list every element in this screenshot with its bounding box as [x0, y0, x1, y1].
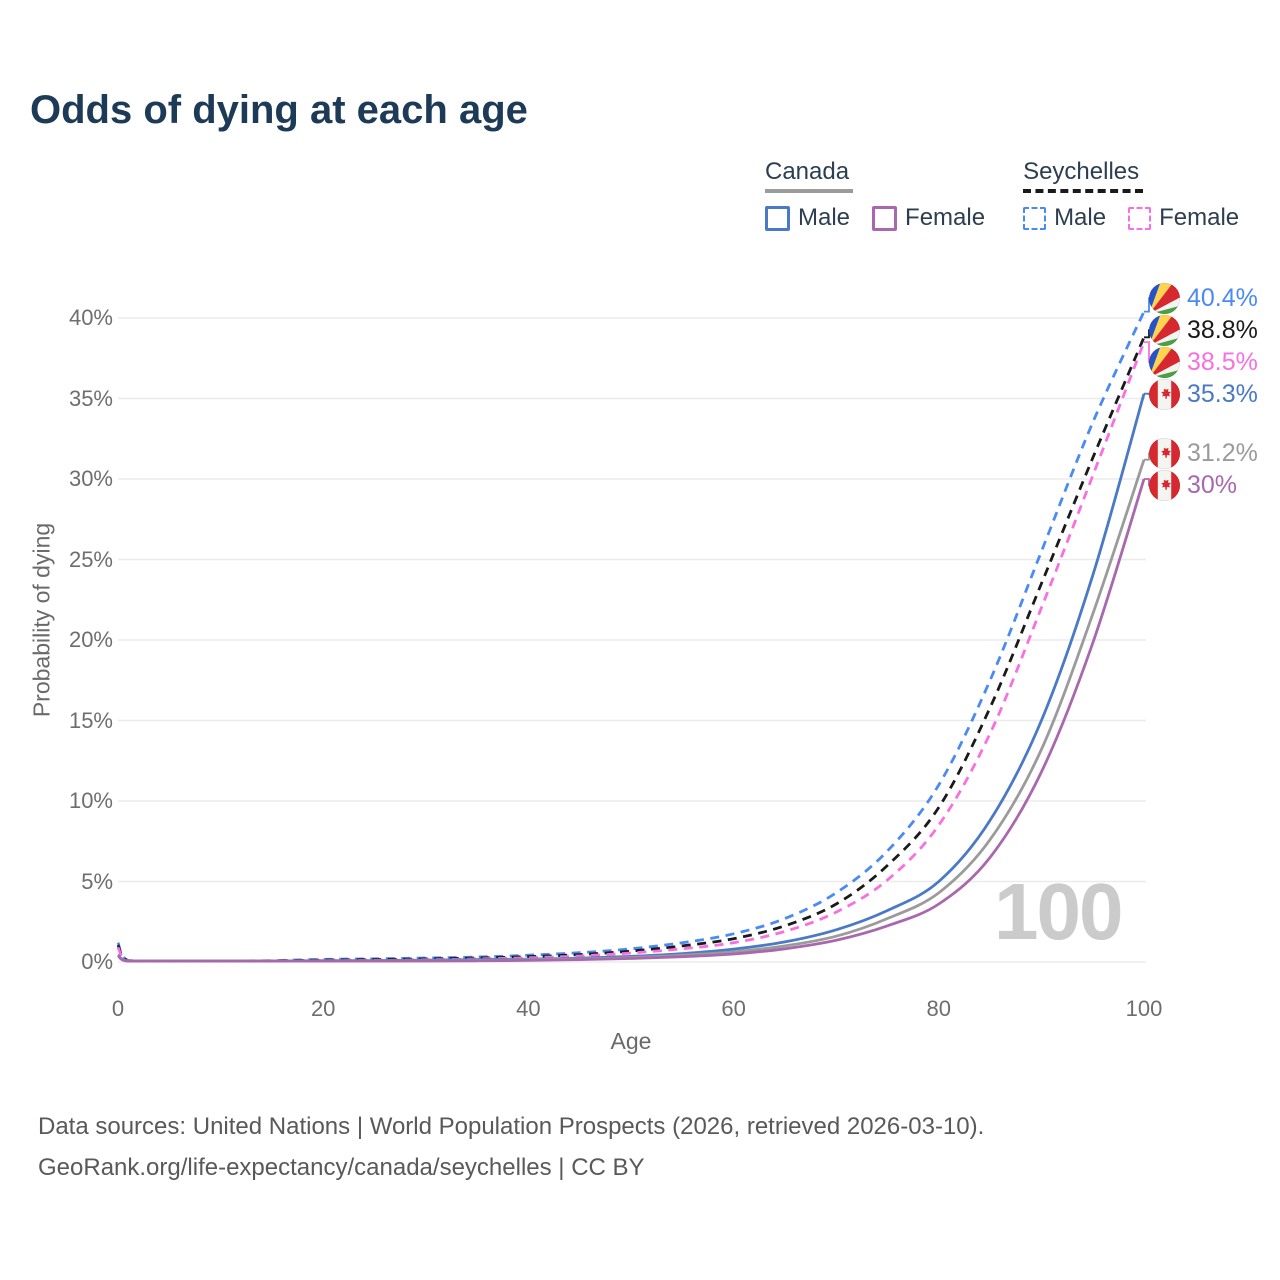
- end-label-value: 35.3%: [1187, 379, 1258, 408]
- seychelles-flag-icon: [1149, 314, 1180, 346]
- end-label-canada-female[interactable]: 30%: [1149, 469, 1238, 501]
- legend-label: Female: [1159, 204, 1240, 231]
- page-title: Odds of dying at each age: [30, 88, 528, 132]
- legend-label: Male: [1054, 204, 1107, 231]
- x-tick-label: 60: [721, 996, 746, 1021]
- curve-canada-female: [117, 478, 1146, 963]
- legend-items-seychelles: Male Female: [1023, 204, 1239, 232]
- legend: Canada Male Female Seychelles Male: [765, 158, 1239, 232]
- footer-attribution: GeoRank.org/life-expectancy/canada/seych…: [38, 1154, 645, 1181]
- canada-flag-icon: [1149, 469, 1180, 501]
- end-label-value: 40.4%: [1187, 283, 1258, 312]
- legend-item-canada-male[interactable]: Male: [765, 204, 850, 232]
- canada-flag-icon: [1149, 378, 1180, 410]
- x-tick-label: 0: [111, 996, 125, 1021]
- curve-seychelles-both-sexes: [116, 336, 1146, 963]
- end-label-seychelles-male[interactable]: 40.4%: [1149, 282, 1258, 314]
- canada-male-swatch-icon: [765, 205, 790, 231]
- y-tick-label: 30%: [68, 466, 113, 491]
- y-tick-label: 35%: [68, 385, 113, 411]
- seychelles-flag-icon: [1149, 282, 1180, 314]
- legend-item-seychelles-male[interactable]: Male: [1023, 204, 1106, 232]
- end-label-seychelles-female[interactable]: 38.5%: [1149, 346, 1258, 378]
- legend-item-canada-female[interactable]: Female: [872, 204, 985, 232]
- end-label-canada-male[interactable]: 35.3%: [1149, 378, 1258, 410]
- legend-item-seychelles-female[interactable]: Female: [1128, 204, 1239, 232]
- legend-country-seychelles[interactable]: Seychelles: [1023, 158, 1144, 193]
- legend-label: Male: [798, 204, 851, 231]
- y-tick-label: 5%: [81, 868, 113, 894]
- end-label-seychelles-both-sexes[interactable]: 38.8%: [1149, 314, 1258, 346]
- x-axis-title: Age: [610, 1028, 652, 1054]
- legend-country-canada[interactable]: Canada: [765, 158, 854, 193]
- y-tick-label: 20%: [68, 627, 113, 652]
- y-tick-label: 0%: [81, 949, 113, 974]
- y-tick-label: 10%: [68, 788, 113, 813]
- legend-items-canada: Male Female: [765, 204, 985, 232]
- y-tick-label: 15%: [68, 707, 113, 733]
- seychelles-flag-icon: [1149, 346, 1180, 378]
- curve-seychelles-male: [116, 311, 1146, 963]
- end-label-canada-both-sexes[interactable]: 31.2%: [1149, 437, 1258, 469]
- end-label-value: 31.2%: [1187, 438, 1258, 467]
- x-tick-label: 40: [516, 996, 541, 1021]
- legend-group-seychelles: Seychelles Male Female: [1023, 158, 1239, 232]
- footer-data-sources: Data sources: United Nations | World Pop…: [38, 1113, 985, 1140]
- y-tick-label: 25%: [68, 546, 113, 572]
- legend-group-canada: Canada Male Female: [765, 158, 985, 232]
- x-tick-label: 100: [1125, 996, 1163, 1021]
- age-watermark: 100: [994, 867, 1123, 956]
- seychelles-male-swatch-icon: [1023, 206, 1047, 230]
- legend-label: Female: [905, 204, 986, 231]
- canada-flag-icon: [1149, 437, 1180, 469]
- y-tick-label: 40%: [68, 305, 113, 330]
- curve-seychelles-female: [116, 341, 1146, 963]
- x-tick-label: 20: [310, 996, 336, 1021]
- end-label-value: 38.5%: [1187, 347, 1258, 376]
- canada-female-swatch-icon: [872, 205, 898, 231]
- footer: Data sources: United Nations | World Pop…: [38, 1106, 984, 1188]
- curve-canada-both-sexes: [117, 459, 1146, 963]
- end-label-value: 30%: [1187, 470, 1238, 499]
- x-tick-label: 80: [926, 996, 952, 1021]
- end-label-value: 38.8%: [1187, 315, 1258, 344]
- seychelles-female-swatch-icon: [1128, 206, 1152, 230]
